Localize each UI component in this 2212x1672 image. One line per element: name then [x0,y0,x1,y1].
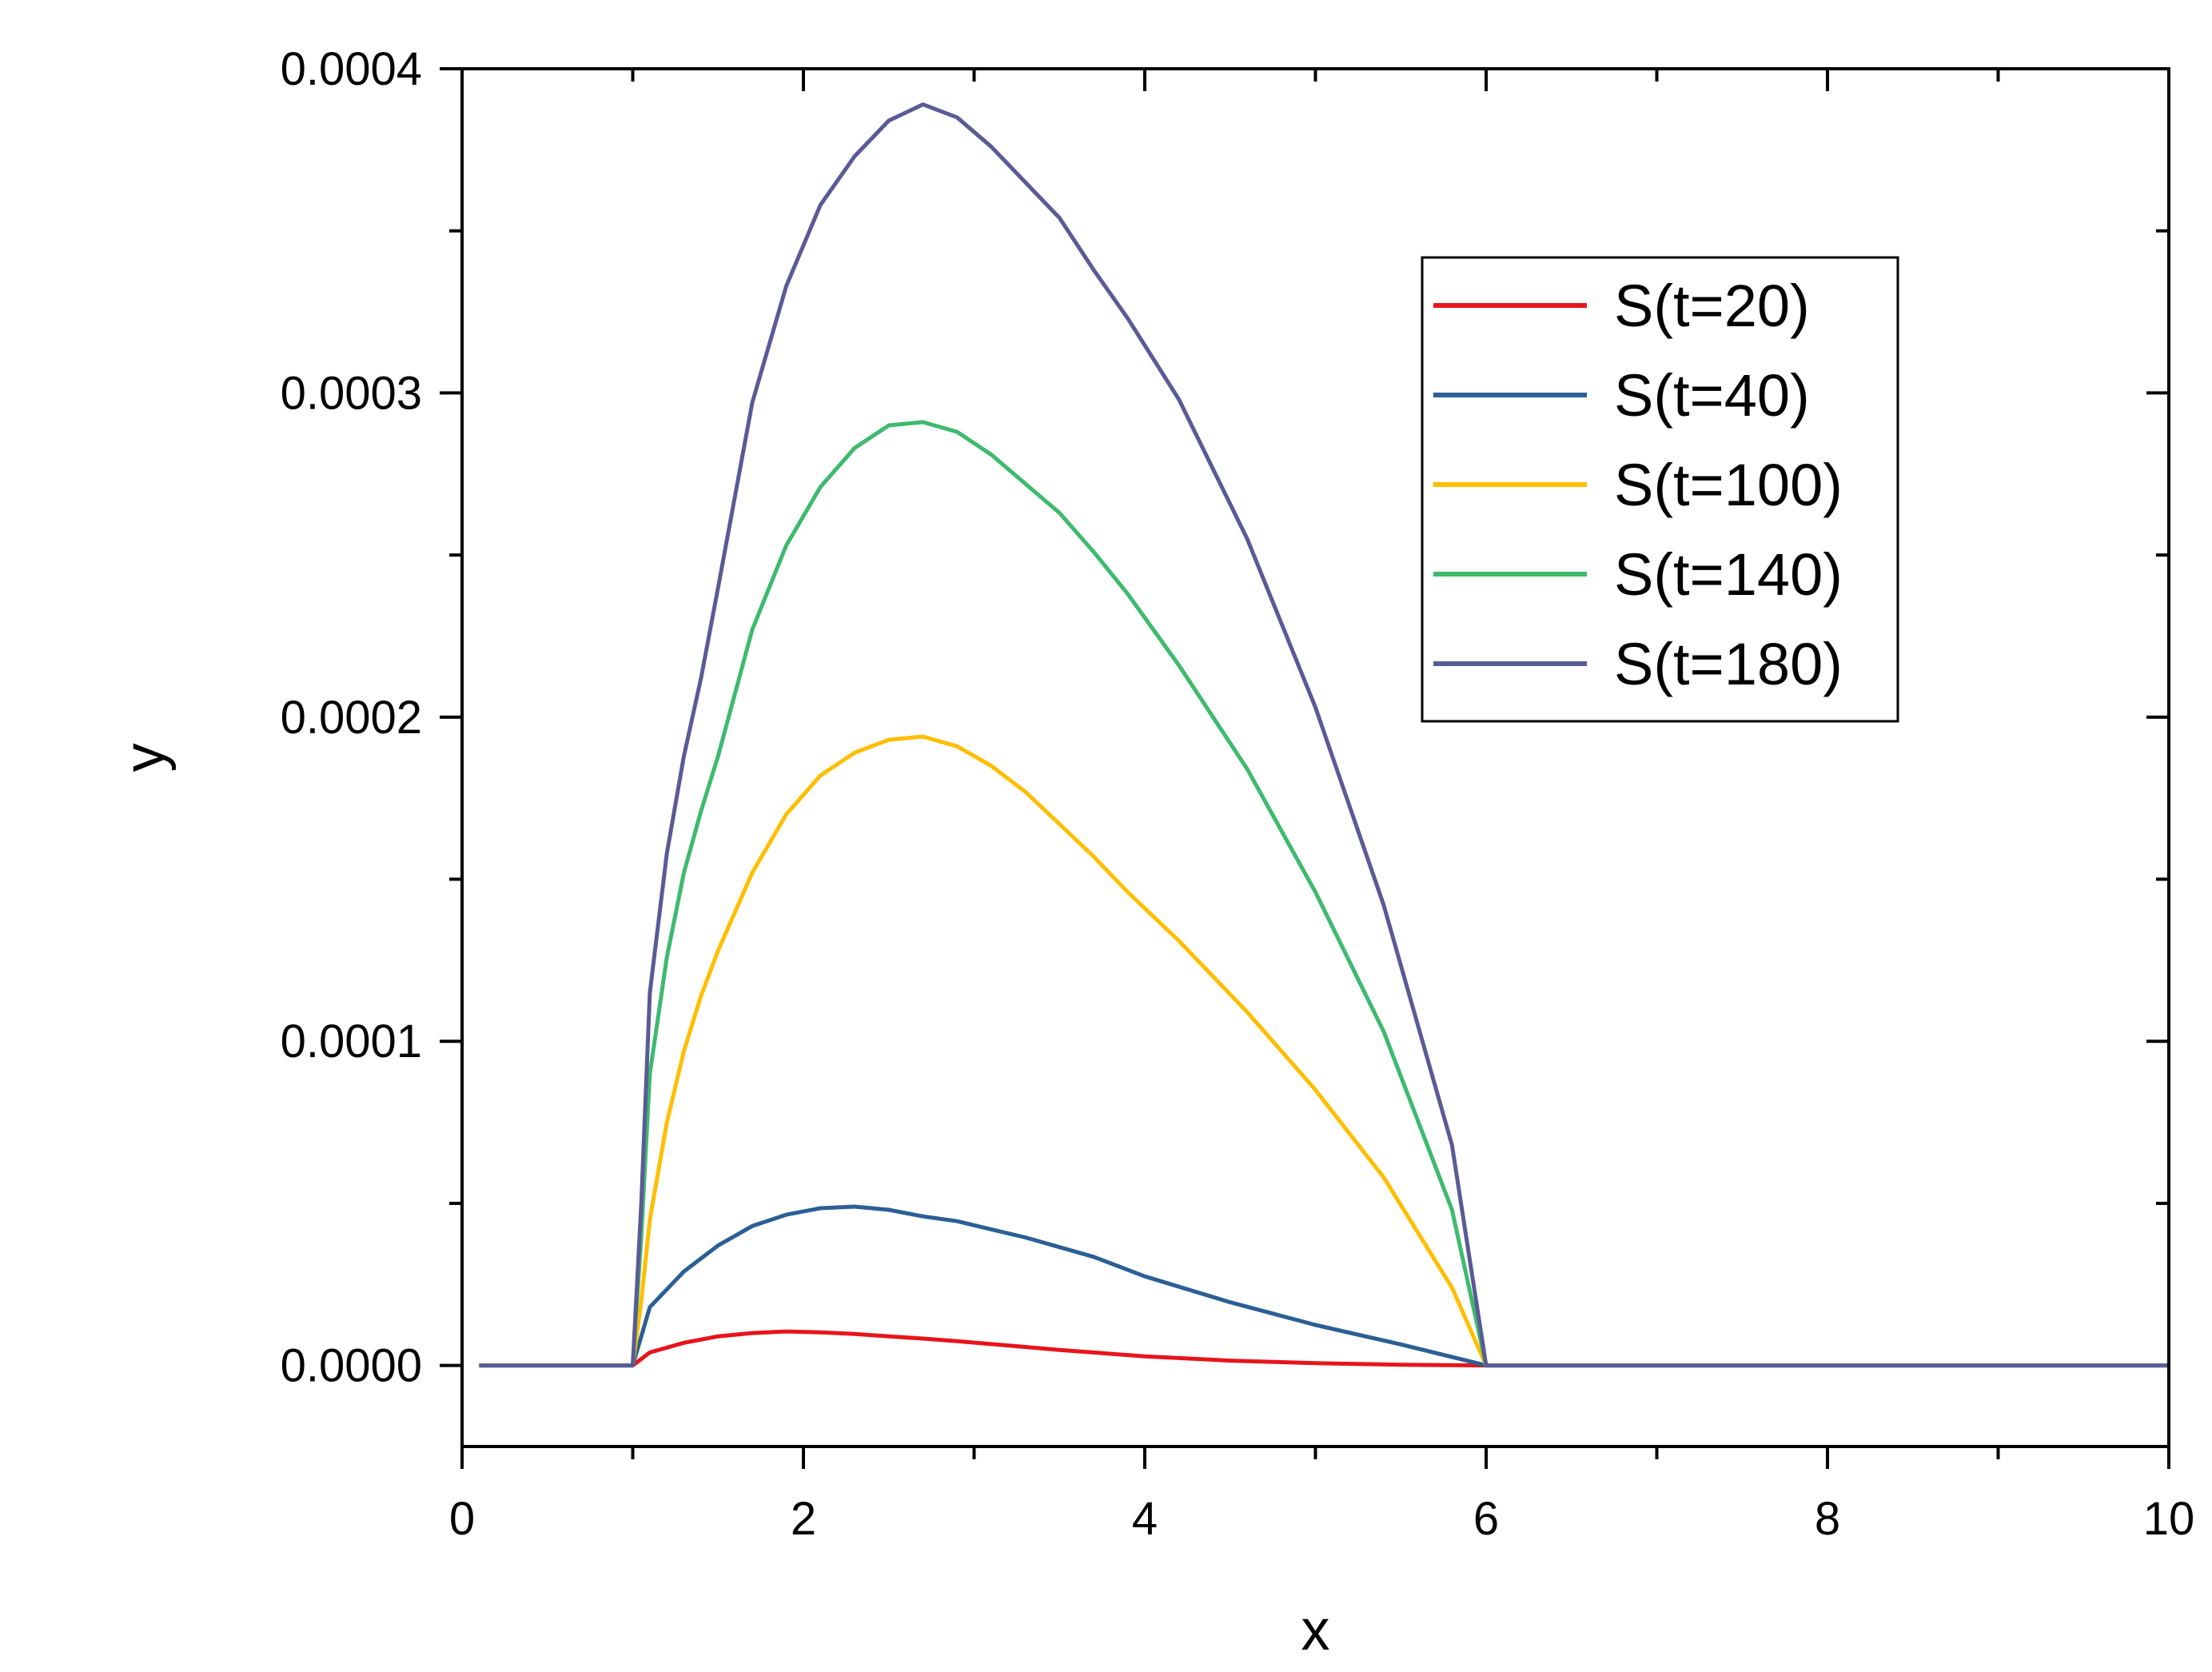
plot-frame [460,67,2170,1448]
legend-label: S(t=100) [1614,452,1843,518]
x-tick-label: 6 [1473,1493,1499,1545]
series-line-S(t=140) [479,420,2169,1368]
y-axis-label: y [113,744,177,772]
x-axis-label: x [1301,1598,1330,1662]
x-tick-label: 0 [449,1493,475,1545]
series-line-S(t=100) [479,734,2169,1368]
legend-box [1421,256,1899,723]
major-ticks [440,67,2170,1469]
legend-label: S(t=140) [1614,541,1843,608]
legend-label: S(t=40) [1614,362,1810,429]
minor-ticks [449,69,2169,1459]
y-tick-label: 0.0003 [281,367,422,419]
y-tick-labels: 0.0000 0.0001 0.0002 0.0003 0.0004 [281,43,422,1392]
y-tick-label: 0.0001 [281,1016,422,1067]
legend-label: S(t=20) [1614,273,1810,339]
y-tick-label: 0.0000 [281,1340,422,1392]
legend: S(t=20) S(t=40) S(t=100) S(t=140) S(t=180) [1421,256,1899,723]
x-tick-label: 8 [1815,1493,1840,1545]
y-tick-label: 0.0004 [281,43,422,95]
series-line-S(t=180) [479,102,2169,1368]
series-line-S(t=40) [479,1204,2169,1368]
y-tick-label: 0.0002 [281,692,422,744]
x-tick-label: 10 [2143,1493,2195,1545]
x-tick-labels: 0 2 4 6 8 10 [449,1493,2194,1545]
x-tick-label: 2 [791,1493,816,1545]
x-tick-label: 4 [1132,1493,1158,1545]
series-line-S(t=20) [479,1329,2169,1368]
series-lines [479,102,2169,1368]
legend-label: S(t=180) [1614,631,1843,697]
